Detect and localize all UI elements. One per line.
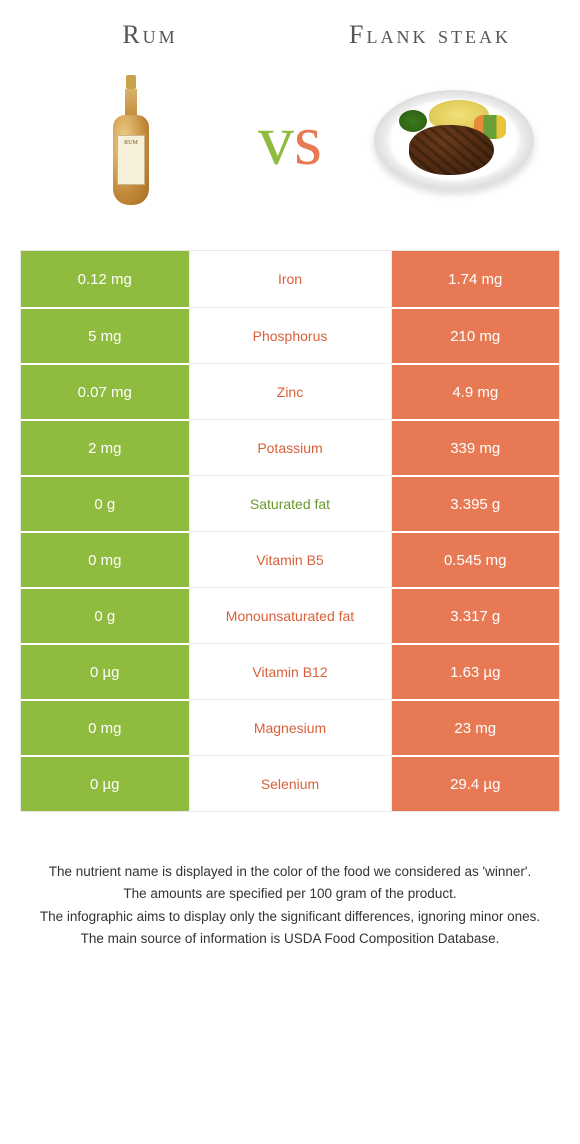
- footnote-line: The nutrient name is displayed in the co…: [30, 862, 550, 882]
- right-value: 3.317 g: [392, 587, 560, 643]
- left-value: 0 mg: [21, 531, 189, 587]
- infographic-container: Rum Flank steak RUM vs 0.12 mgIron1.74 m…: [0, 0, 580, 971]
- nutrient-label: Monounsaturated fat: [189, 587, 392, 643]
- left-food-title: Rum: [10, 20, 290, 50]
- left-value: 0 g: [21, 475, 189, 531]
- footnotes: The nutrient name is displayed in the co…: [10, 862, 570, 949]
- image-row: RUM vs: [10, 65, 570, 215]
- vs-v: v: [258, 100, 294, 180]
- nutrient-label: Iron: [189, 251, 392, 307]
- left-value: 0 µg: [21, 643, 189, 699]
- left-value: 0 µg: [21, 755, 189, 811]
- right-value: 1.63 µg: [392, 643, 560, 699]
- table-row: 0 mgMagnesium23 mg: [21, 699, 559, 755]
- right-value: 3.395 g: [392, 475, 560, 531]
- right-value: 0.545 mg: [392, 531, 560, 587]
- left-value: 0 mg: [21, 699, 189, 755]
- right-value: 1.74 mg: [392, 251, 560, 307]
- right-value: 210 mg: [392, 307, 560, 363]
- footnote-line: The main source of information is USDA F…: [30, 929, 550, 949]
- left-value: 2 mg: [21, 419, 189, 475]
- table-row: 0.07 mgZinc4.9 mg: [21, 363, 559, 419]
- steak-plate-icon: [374, 80, 524, 200]
- vs-s: s: [294, 100, 322, 180]
- right-value: 29.4 µg: [392, 755, 560, 811]
- header-row: Rum Flank steak: [10, 20, 570, 50]
- rum-bottle-icon: RUM: [113, 75, 149, 205]
- nutrient-label: Vitamin B5: [189, 531, 392, 587]
- right-value: 23 mg: [392, 699, 560, 755]
- table-row: 0.12 mgIron1.74 mg: [21, 251, 559, 307]
- left-value: 5 mg: [21, 307, 189, 363]
- table-row: 0 mgVitamin B50.545 mg: [21, 531, 559, 587]
- nutrient-label: Saturated fat: [189, 475, 392, 531]
- left-value: 0.07 mg: [21, 363, 189, 419]
- table-row: 2 mgPotassium339 mg: [21, 419, 559, 475]
- right-food-image: [374, 65, 524, 215]
- right-food-title: Flank steak: [290, 20, 570, 50]
- nutrient-label: Selenium: [189, 755, 392, 811]
- footnote-line: The infographic aims to display only the…: [30, 907, 550, 927]
- table-row: 0 gSaturated fat3.395 g: [21, 475, 559, 531]
- nutrient-label: Zinc: [189, 363, 392, 419]
- table-row: 5 mgPhosphorus210 mg: [21, 307, 559, 363]
- nutrient-label: Magnesium: [189, 699, 392, 755]
- nutrient-label: Vitamin B12: [189, 643, 392, 699]
- footnote-line: The amounts are specified per 100 gram o…: [30, 884, 550, 904]
- table-row: 0 µgVitamin B121.63 µg: [21, 643, 559, 699]
- right-value: 4.9 mg: [392, 363, 560, 419]
- left-food-image: RUM: [56, 65, 206, 215]
- left-value: 0.12 mg: [21, 251, 189, 307]
- nutrient-label: Potassium: [189, 419, 392, 475]
- table-row: 0 gMonounsaturated fat3.317 g: [21, 587, 559, 643]
- nutrient-table: 0.12 mgIron1.74 mg5 mgPhosphorus210 mg0.…: [20, 250, 560, 812]
- vs-label: vs: [258, 104, 322, 176]
- table-row: 0 µgSelenium29.4 µg: [21, 755, 559, 811]
- left-value: 0 g: [21, 587, 189, 643]
- right-value: 339 mg: [392, 419, 560, 475]
- bottle-label: RUM: [117, 135, 145, 185]
- nutrient-label: Phosphorus: [189, 307, 392, 363]
